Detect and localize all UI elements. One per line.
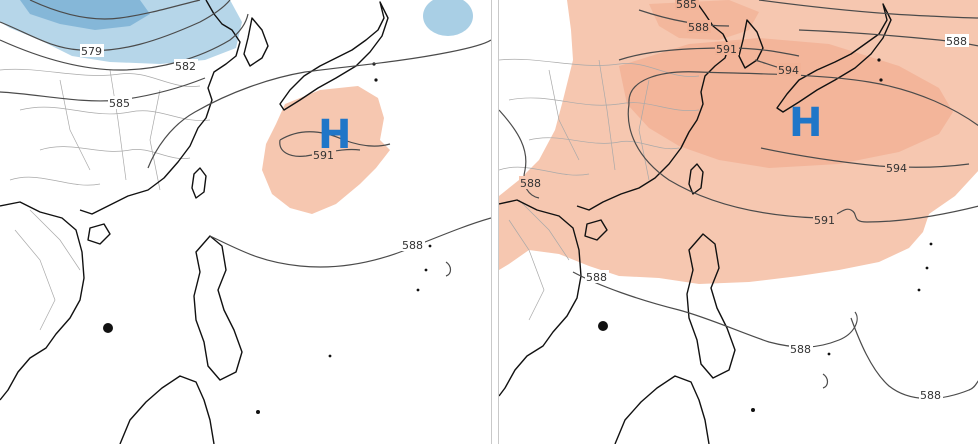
contour-label: 594 bbox=[778, 64, 799, 77]
contour-label: 591 bbox=[716, 43, 737, 56]
high-anomaly-core bbox=[619, 38, 953, 168]
contour-label: 582 bbox=[175, 60, 196, 73]
coast-taiwan bbox=[191, 167, 207, 199]
contour-588-loop bbox=[822, 373, 829, 389]
contour-label: 591 bbox=[814, 214, 835, 227]
contour-588 bbox=[209, 217, 491, 268]
contour-label: 585 bbox=[676, 0, 697, 11]
coast-hainan bbox=[87, 223, 111, 245]
map-panel-right: 585 588 591 594 588 594 591 588 588 588 … bbox=[498, 0, 978, 444]
coast-borneo bbox=[119, 375, 215, 444]
contour-591b bbox=[279, 139, 361, 157]
contour-588-north bbox=[638, 9, 730, 27]
map-right-svg: 585 588 591 594 588 594 591 588 588 588 … bbox=[499, 0, 978, 444]
high-pressure-mark: H bbox=[318, 112, 351, 158]
contour-label: 585 bbox=[109, 97, 130, 110]
contour-label: 591 bbox=[313, 149, 334, 162]
contour-label: 588 bbox=[586, 271, 607, 284]
coast-japan bbox=[279, 1, 389, 111]
contour-588-se bbox=[850, 317, 978, 400]
coast-philippines bbox=[686, 233, 736, 379]
coast-philippines bbox=[193, 235, 243, 381]
contour-label: 579 bbox=[81, 45, 102, 58]
map-left-svg: 579 582 585 591 588 H bbox=[0, 0, 491, 444]
coast-taiwan bbox=[688, 163, 704, 195]
contour-labels: 585 588 591 594 588 594 591 588 588 588 … bbox=[519, 0, 969, 402]
low-anomaly-core bbox=[20, 0, 150, 30]
coast-japan bbox=[776, 3, 892, 113]
coast-borneo bbox=[614, 375, 710, 444]
contour-585 bbox=[0, 77, 206, 102]
high-pressure-mark: H bbox=[789, 100, 822, 146]
contour-top-1 bbox=[758, 0, 978, 19]
contour-label: 588 bbox=[520, 177, 541, 190]
contour-582 bbox=[0, 13, 249, 71]
contour-labels: 579 582 585 591 588 bbox=[80, 44, 425, 252]
contour-label: 588 bbox=[790, 343, 811, 356]
coast-indochina bbox=[0, 201, 85, 401]
coastlines bbox=[0, 0, 432, 444]
contour-label: 588 bbox=[920, 389, 941, 402]
contour-label: 594 bbox=[886, 162, 907, 175]
coast-hainan bbox=[584, 219, 608, 241]
contour-588-loop bbox=[445, 261, 452, 277]
contour-591 bbox=[279, 131, 391, 147]
coast-china bbox=[79, 0, 241, 215]
coast-korea bbox=[243, 17, 269, 67]
contour-label: 588 bbox=[946, 35, 967, 48]
low-anomaly-shading-east bbox=[423, 0, 473, 36]
height-contours bbox=[0, 0, 491, 277]
contour-outer bbox=[147, 39, 491, 169]
contour-label: 588 bbox=[402, 239, 423, 252]
coast-china bbox=[576, 0, 730, 211]
contour-579b bbox=[0, 0, 231, 52]
coast-korea bbox=[738, 19, 764, 69]
coast-indochina bbox=[499, 199, 582, 397]
borders bbox=[0, 68, 211, 331]
contour-579 bbox=[29, 0, 201, 20]
borders bbox=[499, 58, 700, 321]
contour-588-west bbox=[499, 109, 540, 199]
contour-594 bbox=[760, 147, 970, 168]
coastlines bbox=[499, 0, 933, 444]
map-panel-left: 579 582 585 591 588 H bbox=[0, 0, 492, 444]
contour-588-sw bbox=[572, 271, 858, 348]
contour-label: 588 bbox=[688, 21, 709, 34]
